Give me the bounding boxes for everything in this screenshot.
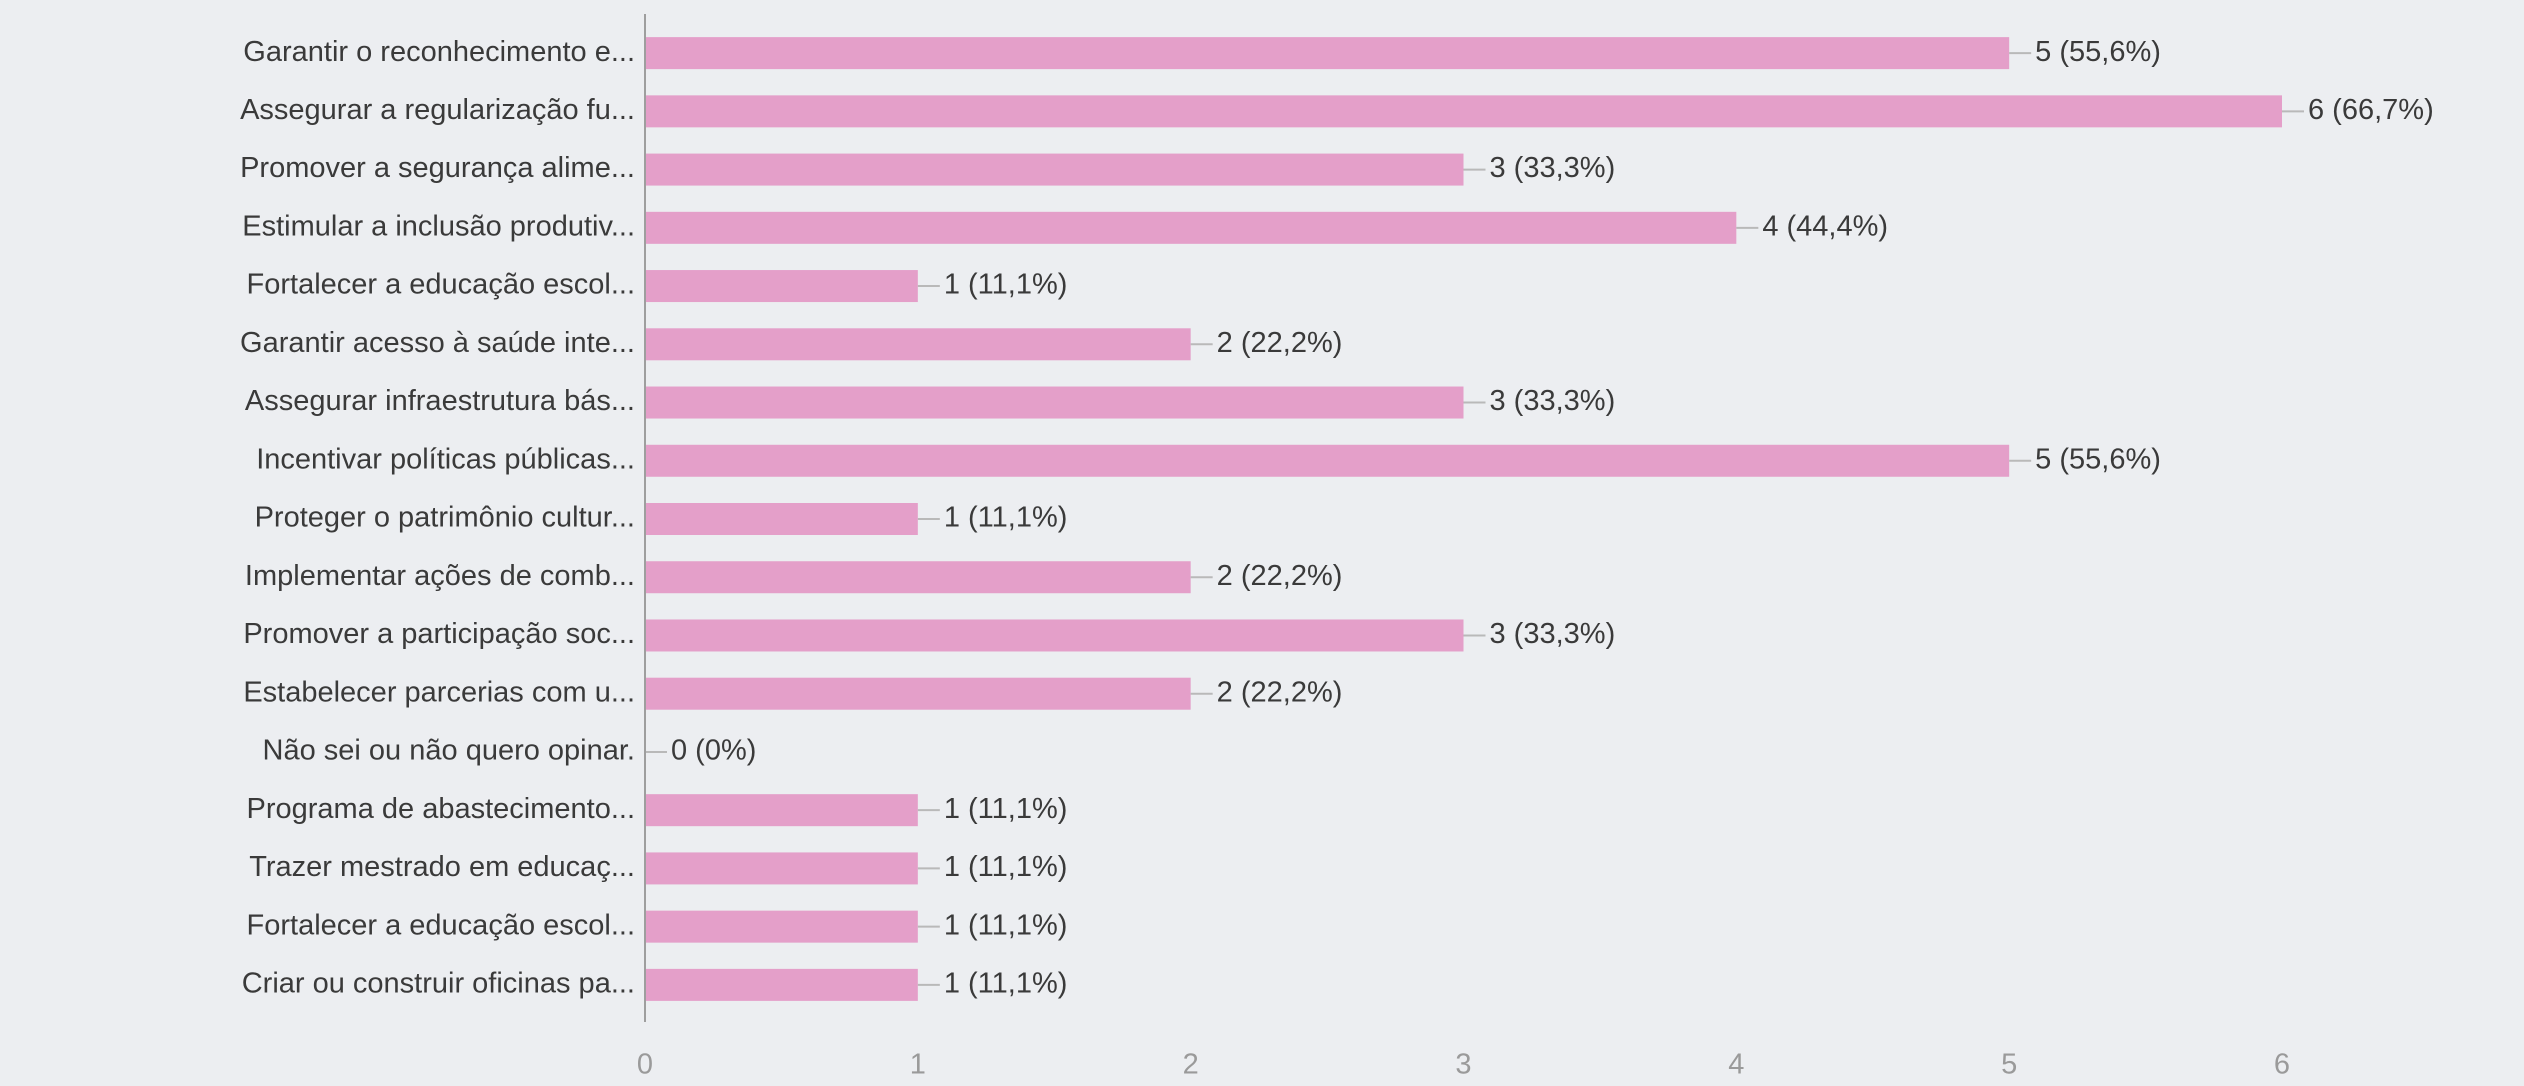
bar (645, 503, 918, 535)
y-tick-label: Proteger o patrimônio cultur... (255, 502, 635, 534)
y-tick-label: Estabelecer parcerias com u... (243, 676, 635, 708)
bar (645, 677, 1191, 710)
bar (645, 619, 1464, 652)
y-tick-label: Fortalecer a educação escol... (247, 909, 635, 941)
bar (645, 153, 1464, 186)
y-tick-label: Criar ou construir oficinas pa... (242, 968, 635, 1000)
bar (645, 211, 1737, 244)
x-tick-label: 2 (1183, 1049, 1199, 1081)
y-tick-label: Promover a participação soc... (243, 618, 635, 650)
bar (645, 852, 918, 885)
value-label: 1 (11,1%) (944, 909, 1068, 941)
x-tick-label: 6 (2274, 1049, 2290, 1081)
value-label: 3 (33,3%) (1490, 385, 1616, 417)
value-label: 1 (11,1%) (944, 968, 1068, 1000)
value-label: 5 (55,6%) (2035, 443, 2161, 475)
y-tick-label: Assegurar infraestrutura bás... (245, 385, 635, 417)
y-tick-label: Promover a segurança alime... (240, 152, 635, 184)
y-tick-label: Incentivar políticas públicas... (256, 443, 635, 475)
value-label: 5 (55,6%) (2035, 36, 2161, 68)
y-tick-label: Estimular a inclusão produtiv... (242, 210, 635, 242)
y-tick-label: Trazer mestrado em educaç... (249, 851, 635, 883)
value-label: 1 (11,1%) (944, 851, 1068, 883)
value-label: 6 (66,7%) (2308, 94, 2434, 126)
value-label: 0 (0%) (671, 735, 756, 767)
y-tick-label: Fortalecer a educação escol... (247, 269, 635, 301)
y-tick-label: Implementar ações de comb... (245, 560, 635, 592)
bar (645, 386, 1464, 419)
bar (645, 328, 1191, 361)
x-tick-label: 0 (637, 1049, 653, 1081)
bar (645, 794, 918, 827)
value-label: 4 (44,4%) (1762, 210, 1888, 242)
y-tick-label: Assegurar a regularização fu... (240, 94, 635, 126)
bar (645, 968, 918, 1001)
bar (645, 444, 2010, 477)
bar (645, 270, 918, 303)
x-tick-label: 1 (910, 1049, 926, 1081)
x-tick-label: 3 (1455, 1049, 1471, 1081)
y-tick-label: Garantir acesso à saúde inte... (240, 327, 635, 359)
bar (645, 910, 918, 943)
bar (645, 37, 2010, 70)
bar (645, 95, 2282, 128)
value-label: 2 (22,2%) (1217, 327, 1343, 359)
value-label: 2 (22,2%) (1217, 676, 1343, 708)
value-label: 3 (33,3%) (1490, 152, 1616, 184)
x-tick-label: 5 (2001, 1049, 2017, 1081)
value-label: 1 (11,1%) (944, 269, 1068, 301)
value-label: 2 (22,2%) (1217, 560, 1343, 592)
value-label: 1 (11,1%) (944, 793, 1068, 825)
value-label: 1 (11,1%) (944, 502, 1068, 534)
y-tick-label: Garantir o reconhecimento e... (243, 36, 635, 68)
bar (645, 561, 1191, 594)
x-tick-label: 4 (1728, 1049, 1744, 1081)
y-tick-label: Programa de abastecimento... (247, 793, 635, 825)
value-label: 3 (33,3%) (1490, 618, 1616, 650)
y-tick-label: Não sei ou não quero opinar. (263, 735, 635, 767)
